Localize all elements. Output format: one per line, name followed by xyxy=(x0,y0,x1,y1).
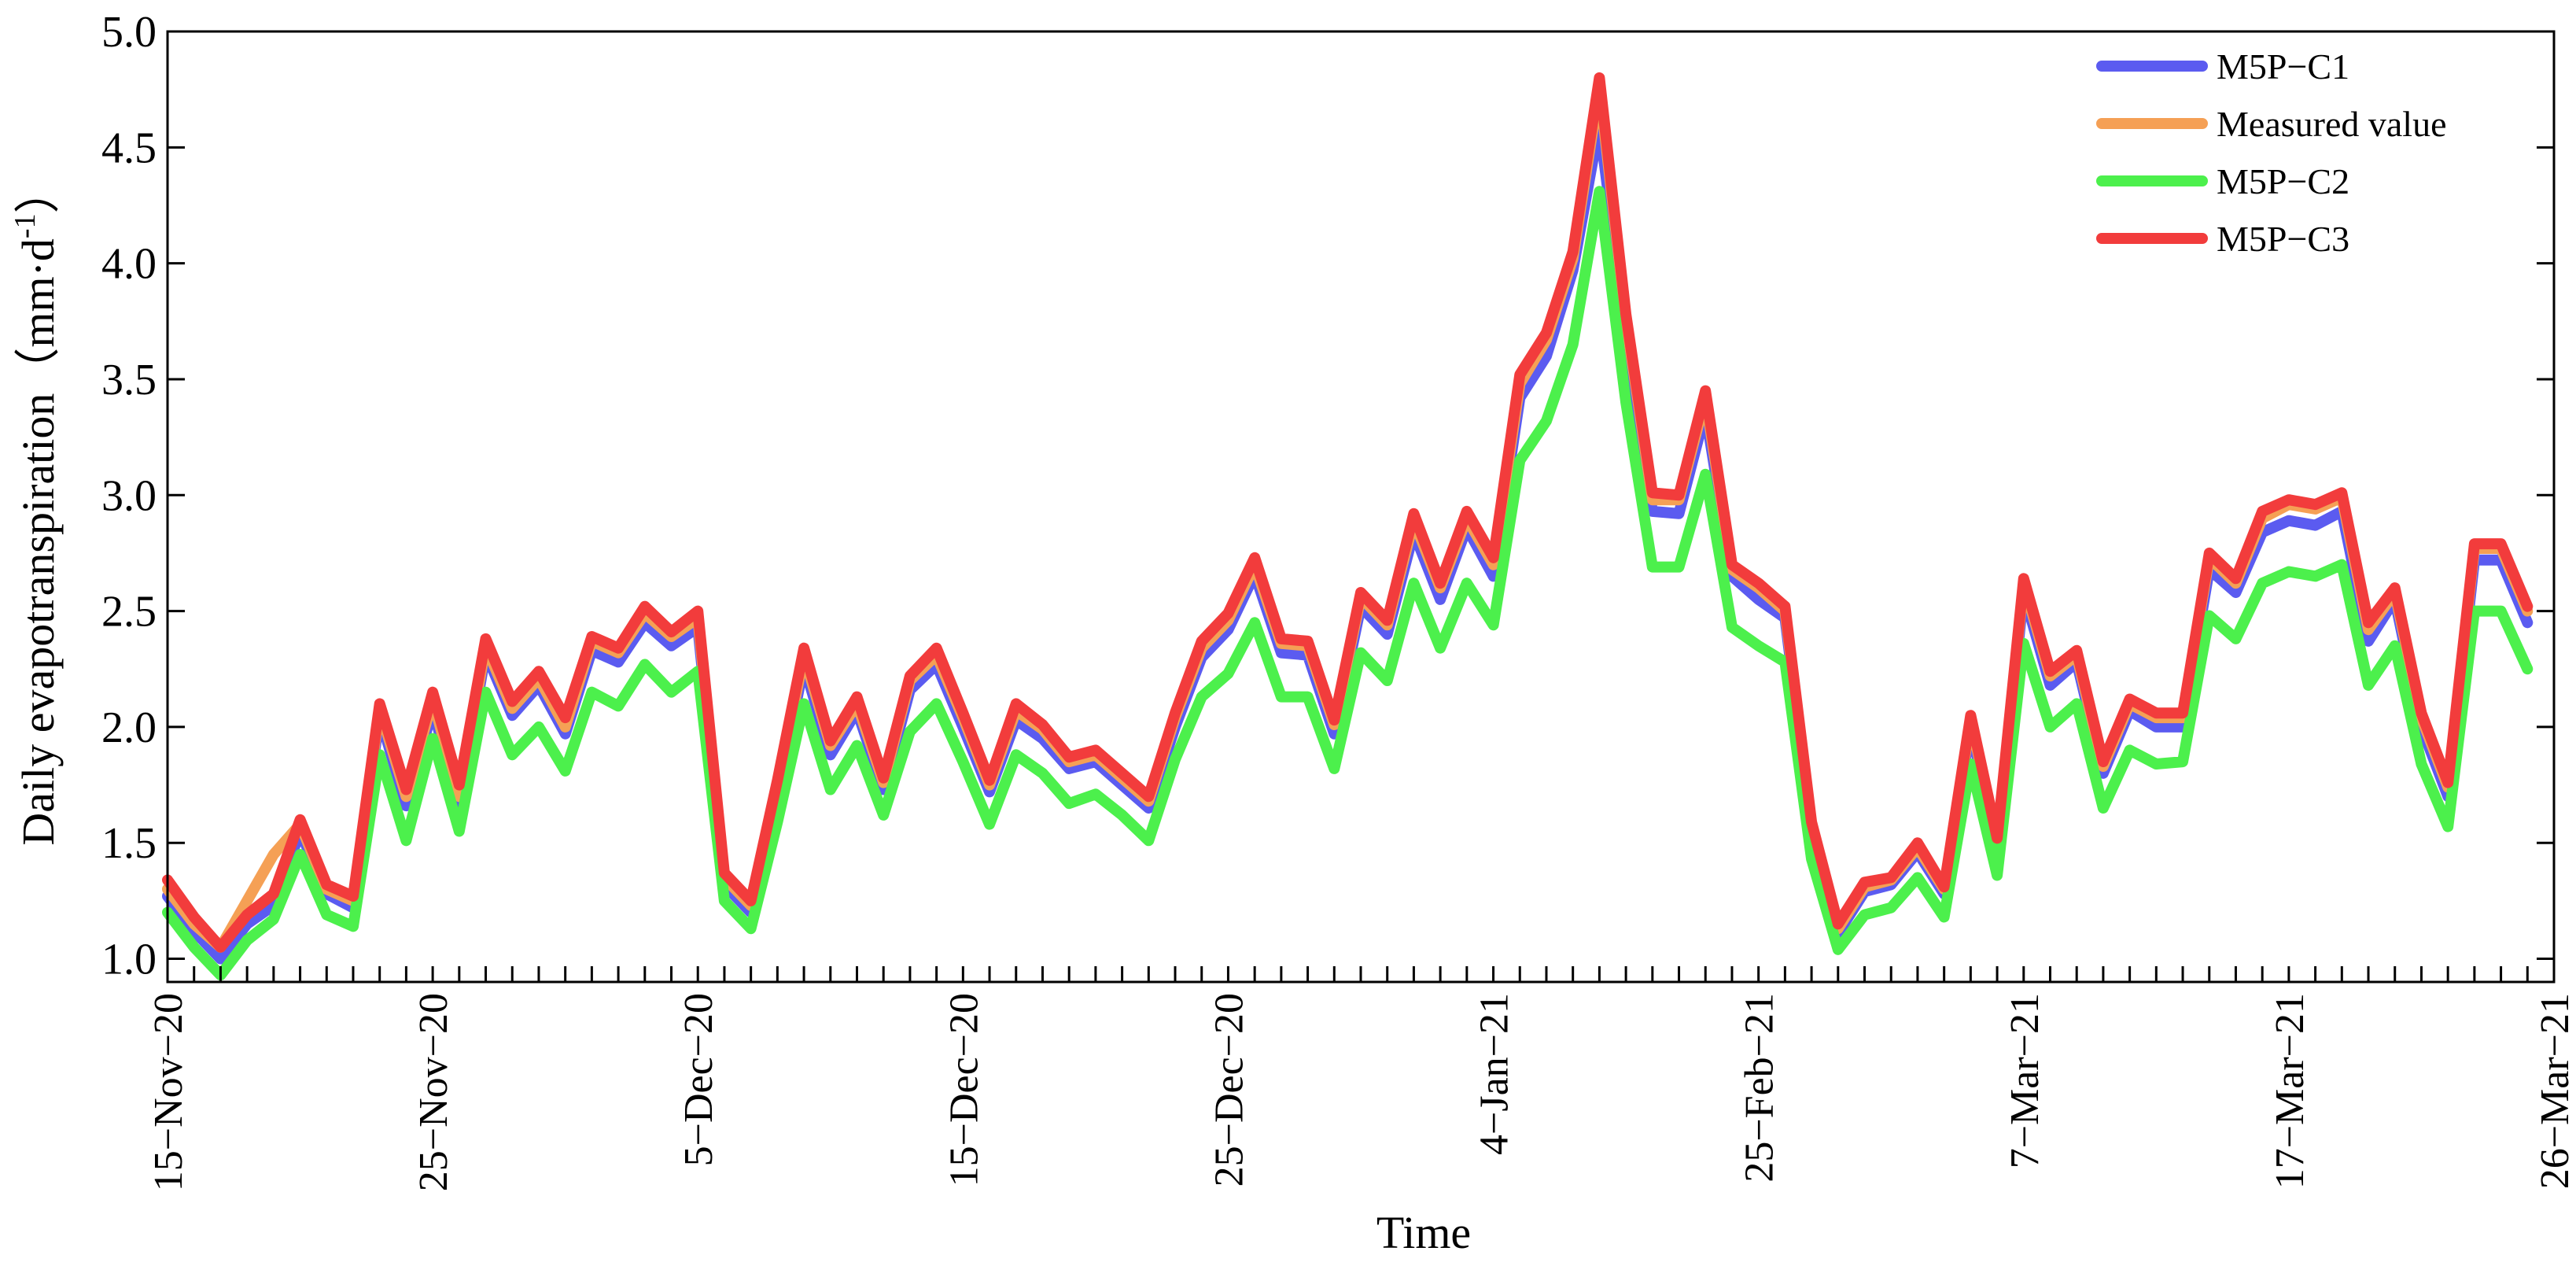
y-tick-label: 2.5 xyxy=(101,588,157,637)
series-line-3 xyxy=(162,72,2534,953)
legend-label: Measured value xyxy=(2217,104,2447,144)
x-tick-label: 5−Dec−20 xyxy=(676,993,721,1166)
legend-label: M5P−C1 xyxy=(2217,46,2349,87)
x-axis-ticks: 15−Nov−20 25−Nov−20 5−Dec−20 15−Dec−20 25−De… xyxy=(146,966,2576,1191)
x-tick-label: 25−Feb−21 xyxy=(1738,993,1782,1183)
y-axis-title-main: Daily evapotranspiration xyxy=(13,393,64,846)
y-tick-label: 5.0 xyxy=(101,8,157,57)
y-tick-label: 1.0 xyxy=(101,936,157,984)
x-tick-label: 15−Nov−20 xyxy=(146,993,191,1191)
x-tick-label: 26−Mar−21 xyxy=(2533,993,2576,1189)
y-axis-title-unit-close: ） xyxy=(13,168,64,213)
y-axis-title-unit-sup: -1 xyxy=(9,213,42,238)
legend-label: M5P−C3 xyxy=(2217,219,2349,259)
y-tick-label: 3.0 xyxy=(101,471,157,520)
y-tick-label: 2.0 xyxy=(101,703,157,752)
x-tick-label: 17−Mar−21 xyxy=(2268,993,2313,1189)
series-line-1 xyxy=(162,81,2534,953)
series-line-2 xyxy=(162,186,2534,981)
y-axis-title: Daily evapotranspiration（mm·d-1） xyxy=(9,168,64,845)
x-tick-label: 4−Jan−21 xyxy=(1472,993,1517,1155)
plot-frame xyxy=(166,30,2556,984)
y-tick-label: 3.5 xyxy=(101,356,157,404)
y-axis-ticks: 1.0 1.5 2.0 2.5 3.0 3.5 4.0 4.5 5.0 xyxy=(101,8,2554,984)
y-tick-label: 1.5 xyxy=(101,819,157,868)
x-tick-label: 25−Dec−20 xyxy=(1207,993,1251,1187)
x-axis-title: Time xyxy=(1376,1207,1471,1258)
series-line-0 xyxy=(162,118,2534,965)
y-tick-label: 4.5 xyxy=(101,124,157,172)
x-tick-label: 25−Nov−20 xyxy=(411,993,456,1191)
x-tick-label: 15−Dec−20 xyxy=(942,993,986,1187)
y-tick-label: 4.0 xyxy=(101,240,157,289)
legend-label: M5P−C2 xyxy=(2217,161,2349,201)
legend: M5P−C1 Measured value M5P−C2 M5P−C3 xyxy=(2096,46,2447,259)
plot-lines xyxy=(162,72,2534,981)
x-tick-label: 7−Mar−21 xyxy=(2003,993,2047,1168)
y-axis-title-unit: （mm·d xyxy=(13,238,64,393)
